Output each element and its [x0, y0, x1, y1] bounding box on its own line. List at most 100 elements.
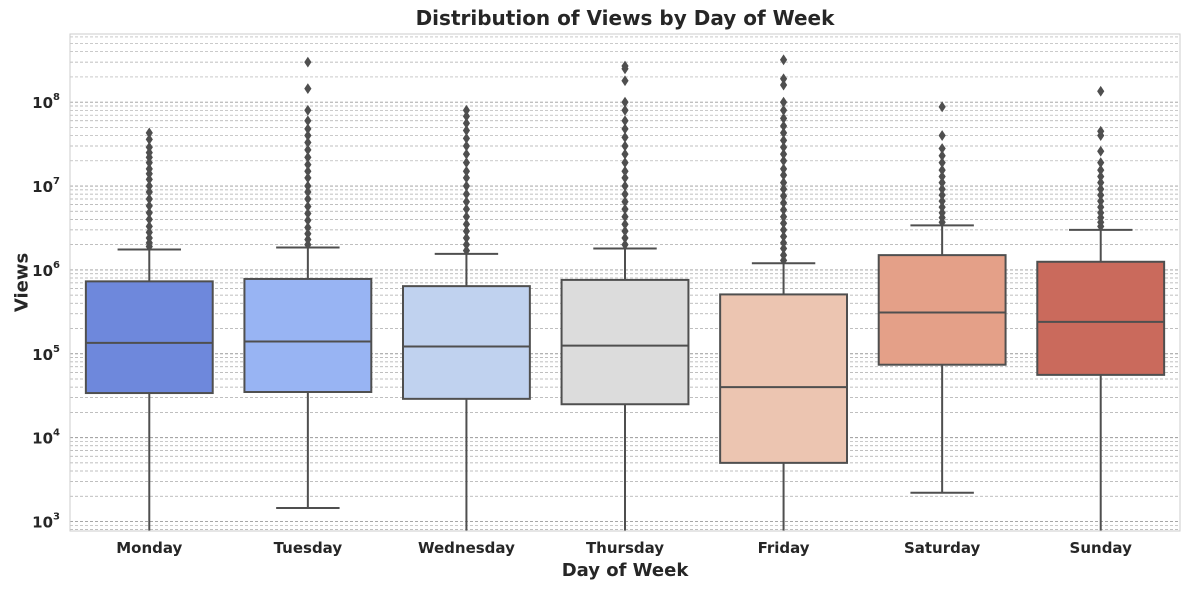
outlier-point [779, 249, 788, 261]
y-tick-label: 103 [32, 511, 60, 531]
outlier-point [1097, 207, 1105, 219]
box-iqr [1036, 260, 1166, 376]
outlier-point [779, 211, 788, 223]
outlier-point [779, 104, 788, 116]
y-tick-label: 104 [32, 428, 60, 448]
outlier-point [462, 239, 471, 251]
outlier-point [779, 163, 788, 175]
outlier-point [779, 231, 788, 242]
outlier-point [621, 218, 629, 230]
outlier-point [779, 243, 788, 254]
box-saturday [877, 101, 1007, 494]
outlier-point [145, 207, 153, 219]
y-tick-label: 106 [32, 260, 60, 280]
outlier-point [304, 159, 312, 171]
outlier-point [1097, 201, 1105, 213]
outlier-point [462, 140, 471, 152]
outlier-point [621, 157, 629, 169]
outlier-point [779, 96, 788, 108]
outlier-point [304, 83, 312, 95]
x-tick-label: Monday [116, 539, 182, 557]
outlier-point [145, 200, 153, 212]
outlier-point [938, 207, 946, 219]
outlier-point [462, 218, 471, 230]
outlier-point [462, 125, 471, 136]
outlier-point [779, 73, 788, 85]
box-friday [719, 54, 849, 531]
outlier-point [304, 201, 312, 212]
outlier-point [621, 172, 629, 184]
x-tick-label: Saturday [904, 539, 981, 557]
outlier-point [304, 130, 312, 141]
x-tick-label: Tuesday [274, 539, 343, 557]
outlier-point [462, 225, 471, 237]
box-iqr [877, 254, 1007, 366]
outlier-point [304, 180, 312, 192]
outlier-point [779, 141, 788, 153]
outlier-point [621, 104, 629, 116]
box-iqr [402, 285, 531, 400]
outlier-point [462, 203, 471, 215]
box-iqr [84, 280, 214, 395]
outlier-point [304, 222, 312, 233]
outlier-point [304, 56, 312, 68]
outlier-point [1097, 164, 1105, 176]
x-tick-label: Sunday [1070, 539, 1133, 557]
outlier-point [938, 157, 946, 169]
outlier-point [462, 196, 471, 208]
y-tick-label: 105 [32, 344, 60, 364]
outlier-point [779, 135, 788, 146]
y-tick-labels: 103 104 105 106 107 108 [32, 92, 60, 531]
outlier-point [145, 163, 153, 175]
outlier-point [462, 232, 471, 244]
box-iqr [560, 278, 690, 406]
outlier-point [462, 110, 471, 122]
outlier-point [938, 101, 946, 113]
plot-frame [69, 33, 1181, 532]
outlier-point [145, 186, 153, 198]
outlier-point [779, 113, 788, 124]
outlier-point [621, 225, 629, 237]
outlier-point [462, 148, 471, 160]
outlier-point [621, 132, 629, 143]
outlier-point [304, 208, 312, 219]
outlier-point [621, 96, 629, 108]
outlier-point [304, 172, 312, 184]
y-tick-label: 108 [32, 92, 60, 112]
x-tick-label: Friday [758, 539, 810, 557]
x-tick-labels: Monday Tuesday Wednesday Thursday Friday Satu… [116, 539, 1132, 557]
box-iqr [243, 277, 373, 393]
outlier-point [621, 123, 629, 135]
outlier-point [1097, 189, 1105, 201]
outlier-point [938, 164, 946, 176]
outlier-point [621, 203, 629, 215]
outlier-point [1097, 157, 1105, 169]
outlier-point [304, 234, 312, 245]
outlier-point [621, 115, 629, 127]
outlier-point [938, 189, 946, 201]
outlier-point [938, 201, 946, 213]
outlier-point [304, 186, 312, 198]
outlier-point [1097, 177, 1105, 188]
y-tick-label: 107 [32, 176, 60, 196]
outlier-point [145, 221, 153, 232]
outlier-point [1097, 125, 1105, 137]
outlier-point [621, 211, 629, 223]
box-tuesday [243, 56, 373, 509]
x-tick-label: Thursday [586, 539, 664, 557]
outlier-point [304, 115, 312, 127]
outlier-point [145, 127, 153, 139]
outlier-point [779, 169, 788, 181]
outlier-point [304, 214, 312, 226]
outlier-point [145, 180, 153, 192]
outlier-point [304, 193, 312, 205]
outlier-point [938, 171, 946, 182]
outlier-point [779, 197, 788, 209]
box-iqr [719, 293, 849, 464]
outlier-point [621, 60, 629, 72]
outlier-point [1097, 145, 1105, 157]
box-sunday [1036, 85, 1166, 531]
outlier-point [462, 132, 471, 144]
y-axis-label: Views [12, 253, 33, 312]
outlier-point [462, 157, 471, 169]
